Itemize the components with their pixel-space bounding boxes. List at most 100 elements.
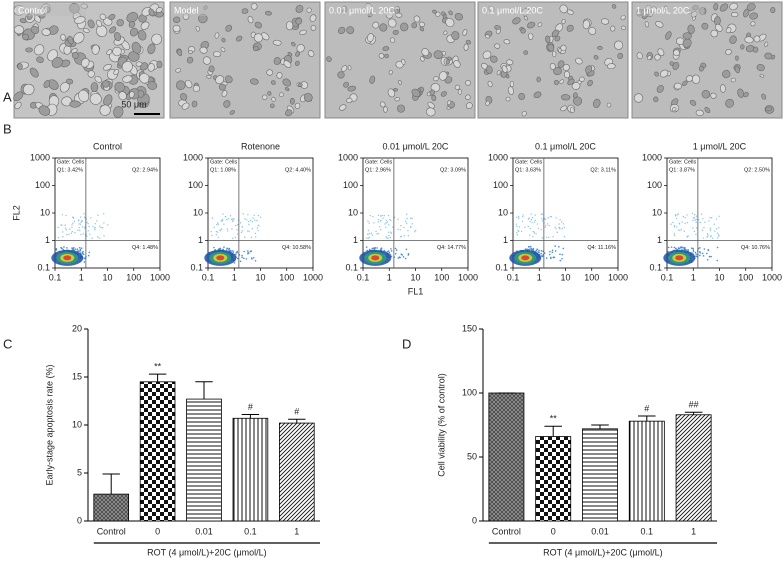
event — [529, 227, 532, 230]
cell — [294, 60, 300, 66]
event — [711, 237, 714, 239]
cell — [99, 13, 107, 20]
cell — [220, 47, 226, 53]
event — [79, 216, 82, 218]
event — [83, 261, 86, 263]
x-tick-label: 0.1 — [357, 272, 370, 282]
cell — [241, 8, 249, 14]
cell — [401, 58, 406, 65]
cell — [287, 51, 293, 57]
y-tick-label: 1 — [45, 235, 50, 245]
event — [71, 230, 74, 233]
event — [211, 234, 213, 237]
event — [217, 223, 220, 225]
event — [563, 235, 566, 238]
event — [245, 258, 248, 260]
event — [674, 247, 677, 250]
cell — [384, 53, 389, 59]
event — [670, 246, 673, 248]
y-tick-label: 150 — [462, 323, 477, 333]
cell — [87, 19, 95, 29]
x-tick-label: Control — [492, 526, 521, 536]
image-label: 0.1 μmol/L 20C — [482, 5, 543, 15]
bar — [278, 422, 315, 522]
event — [684, 222, 686, 225]
cell — [563, 70, 571, 79]
x-tick-label: 1000 — [608, 272, 628, 282]
event — [233, 262, 236, 264]
event — [716, 237, 719, 239]
cell — [187, 50, 193, 54]
cell — [294, 102, 301, 109]
event — [397, 218, 399, 221]
event — [561, 253, 564, 256]
bar — [628, 420, 665, 522]
event — [235, 224, 237, 227]
gate-label: Gate: Cells — [210, 159, 237, 165]
y-tick-label: 0.1 — [37, 262, 50, 272]
cell — [451, 31, 460, 41]
event — [676, 214, 678, 216]
cell — [284, 87, 290, 91]
event — [367, 237, 369, 239]
event — [232, 219, 234, 221]
event — [549, 250, 551, 253]
cell — [722, 69, 731, 79]
event — [544, 218, 547, 221]
cell — [559, 4, 568, 14]
event — [55, 248, 57, 251]
event — [706, 258, 709, 261]
event — [377, 232, 380, 235]
image-label: 1 μmol/L 20C — [636, 5, 690, 15]
event — [217, 236, 219, 238]
cell — [743, 91, 749, 98]
event — [222, 213, 224, 215]
cell — [420, 56, 425, 62]
x-tick-label: 1000 — [762, 272, 782, 282]
event — [214, 248, 217, 251]
event — [377, 214, 380, 217]
event — [233, 218, 235, 220]
cell — [465, 102, 473, 109]
cell — [283, 60, 292, 68]
cell — [51, 57, 63, 68]
gate-label: Gate: Cells — [57, 159, 84, 165]
event — [544, 226, 546, 228]
event — [522, 214, 524, 216]
y-axis-label: Cell viability (% of control) — [436, 373, 446, 477]
cell — [82, 28, 90, 33]
significance-label: ## — [689, 400, 699, 410]
x-tick-label: 100 — [584, 272, 599, 282]
cell — [719, 3, 729, 12]
event — [558, 226, 560, 229]
event — [387, 237, 389, 239]
significance-label: # — [294, 407, 299, 417]
cell — [448, 10, 453, 16]
y-axis-label: Early-stage apoptosis rate (%) — [44, 364, 54, 485]
cell — [113, 32, 122, 42]
event — [407, 229, 409, 232]
event — [386, 221, 389, 223]
event — [80, 247, 83, 249]
x-tick-label: 1000 — [303, 272, 323, 282]
cell — [753, 35, 761, 43]
cell — [695, 109, 704, 116]
event — [103, 222, 105, 224]
event — [213, 226, 215, 229]
event — [670, 223, 672, 225]
cell — [148, 8, 155, 17]
event — [80, 233, 82, 236]
event — [540, 229, 542, 231]
cell — [411, 22, 418, 29]
cell — [562, 64, 570, 71]
cell — [379, 101, 386, 108]
cell — [505, 73, 510, 79]
event — [60, 224, 62, 226]
cell — [253, 45, 259, 52]
event — [380, 247, 383, 250]
event — [83, 227, 86, 229]
x-tick-label: 10 — [255, 272, 265, 282]
y-tick-label: 1000 — [30, 152, 50, 162]
event — [673, 224, 676, 227]
event — [372, 247, 374, 250]
